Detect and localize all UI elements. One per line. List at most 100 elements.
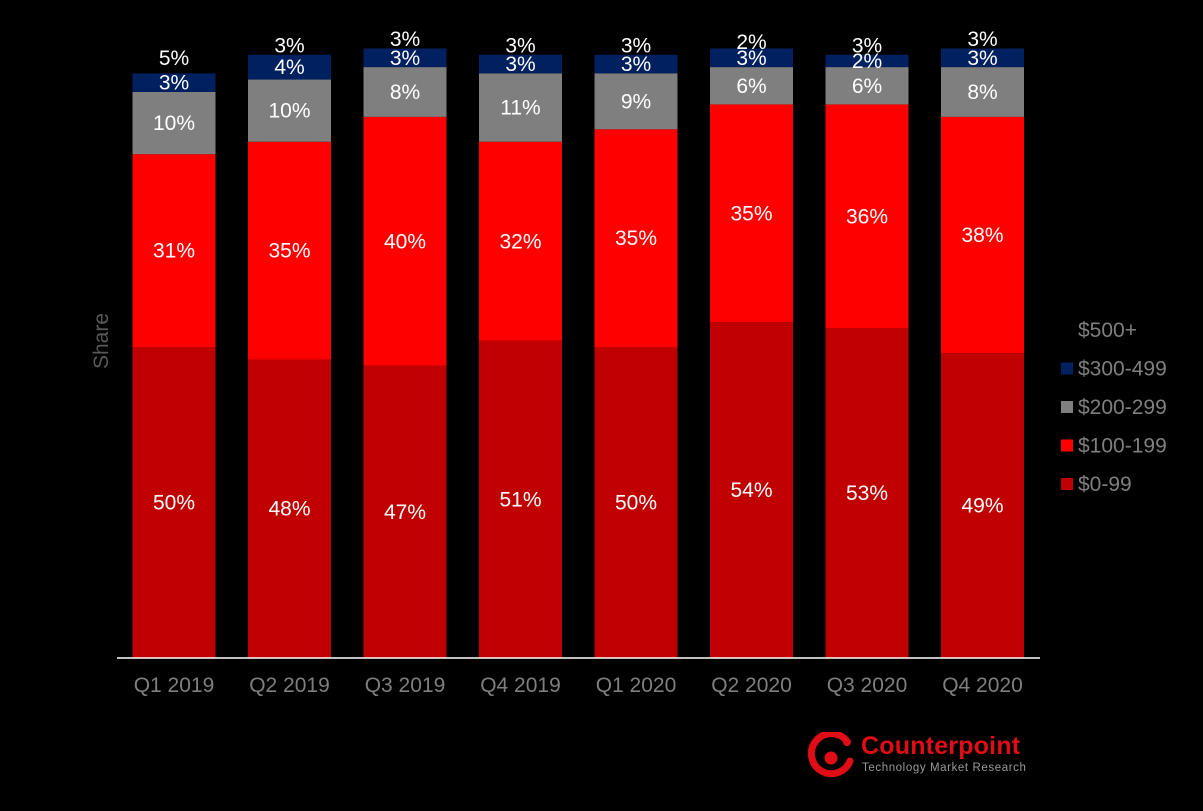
data-label: 8%	[390, 81, 420, 104]
data-label: 9%	[621, 90, 651, 113]
bar-segment	[479, 73, 562, 142]
bar-segment	[941, 116, 1024, 354]
counterpoint-logo-mark-icon	[807, 732, 854, 778]
bar-segment	[363, 365, 447, 658]
bar-segment	[363, 48, 447, 68]
x-tick-label: Q2 2020	[711, 674, 792, 697]
data-label: 5%	[159, 47, 189, 70]
x-tick-label: Q3 2020	[827, 674, 908, 697]
segment-labels-group: 50%31%10%3%5%48%35%10%4%3%47%40%8%3%3%51…	[153, 28, 1004, 524]
bar-segment	[710, 322, 793, 658]
legend-swatch	[1061, 324, 1073, 336]
data-label: 2%	[736, 31, 766, 54]
x-tick-label: Q4 2019	[480, 674, 561, 697]
bar-segment	[825, 67, 909, 105]
bar-segment	[941, 48, 1024, 68]
bar-segment	[132, 73, 216, 92]
data-label: 35%	[268, 240, 310, 263]
data-label: 3%	[967, 28, 997, 51]
x-tick-label: Q2 2019	[249, 674, 330, 697]
bar-segment	[363, 116, 447, 366]
bar-segment	[594, 129, 678, 347]
data-label: 32%	[499, 230, 541, 253]
legend-swatch	[1061, 478, 1073, 490]
bar-segment	[710, 36, 793, 49]
bar-segment	[941, 353, 1024, 658]
data-label: 31%	[153, 240, 195, 263]
bar-segment	[594, 73, 678, 130]
data-label: 3%	[852, 34, 882, 57]
bar-segment	[710, 104, 793, 323]
bar-segment	[594, 347, 678, 658]
data-label: 50%	[153, 492, 195, 515]
x-tick-label: Q3 2019	[365, 674, 446, 697]
bar-segment	[710, 48, 793, 68]
x-tick-label: Q4 2020	[942, 674, 1023, 697]
data-label: 3%	[390, 28, 420, 51]
bar-segment	[132, 154, 216, 347]
legend: $500+ $300-499 $200-299 $100-199 $0-99	[1061, 319, 1167, 496]
bar-segment	[825, 36, 909, 55]
bar-segment	[248, 141, 331, 360]
bar-segment	[825, 328, 909, 658]
data-label: 6%	[736, 75, 766, 98]
legend-label: $0-99	[1078, 473, 1132, 496]
bar-segment	[825, 54, 909, 68]
bar-segment	[594, 54, 678, 74]
legend-label: $300-499	[1078, 358, 1167, 381]
data-label: 35%	[730, 202, 772, 225]
data-label: 10%	[268, 100, 310, 123]
bar-segment	[132, 42, 216, 74]
data-label: 40%	[384, 230, 426, 253]
logo-tagline: Technology Market Research	[862, 762, 1027, 774]
data-label: 35%	[615, 227, 657, 250]
data-label: 49%	[961, 495, 1003, 518]
data-label: 3%	[390, 47, 420, 70]
bar-segment	[363, 29, 447, 49]
legend-swatch	[1061, 439, 1073, 452]
data-label: 3%	[274, 34, 304, 57]
bar-segment	[479, 141, 562, 341]
bar-segment	[363, 67, 447, 117]
data-label: 3%	[967, 47, 997, 70]
data-label: 47%	[384, 501, 426, 524]
legend-swatch	[1061, 401, 1073, 413]
bar-segment	[825, 104, 909, 329]
legend-label: $100-199	[1078, 435, 1167, 458]
bar-segment	[941, 29, 1024, 49]
bar-segment	[479, 54, 562, 74]
y-axis-title: Share	[90, 313, 113, 369]
data-label: 50%	[615, 492, 657, 515]
data-label: 3%	[505, 53, 535, 76]
data-label: 11%	[500, 97, 540, 120]
bar-segment	[248, 54, 331, 80]
data-label: 3%	[159, 72, 189, 95]
bar-segment	[248, 359, 331, 658]
bar-segment	[479, 340, 562, 658]
data-label: 36%	[846, 205, 888, 228]
data-label: 4%	[274, 56, 304, 79]
data-label: 53%	[846, 482, 888, 505]
data-label: 48%	[268, 498, 310, 521]
x-tick-label: Q1 2020	[596, 674, 677, 697]
data-label: 10%	[153, 112, 195, 135]
legend-label: $500+	[1078, 319, 1137, 342]
bar-segment	[479, 36, 562, 55]
data-label: 3%	[621, 34, 651, 57]
counterpoint-logo: Counterpoint Technology Market Research	[806, 732, 1036, 782]
data-label: 2%	[852, 50, 882, 73]
data-label: 51%	[499, 488, 541, 511]
data-label: 3%	[736, 47, 766, 70]
bars-group	[132, 29, 1024, 658]
logo-name: Counterpoint	[861, 732, 1021, 760]
bar-segment	[941, 67, 1024, 117]
bar-segment	[248, 79, 331, 142]
data-label: 8%	[967, 81, 997, 104]
data-label: 6%	[852, 75, 882, 98]
data-label: 54%	[730, 479, 772, 502]
x-tick-label: Q1 2019	[134, 674, 215, 697]
x-tick-labels-group: Q1 2019 Q2 2019 Q3 2019 Q4 2019 Q1 2020 Q2 20…	[134, 674, 1023, 697]
bar-segment	[710, 67, 793, 105]
data-label: 3%	[621, 53, 651, 76]
